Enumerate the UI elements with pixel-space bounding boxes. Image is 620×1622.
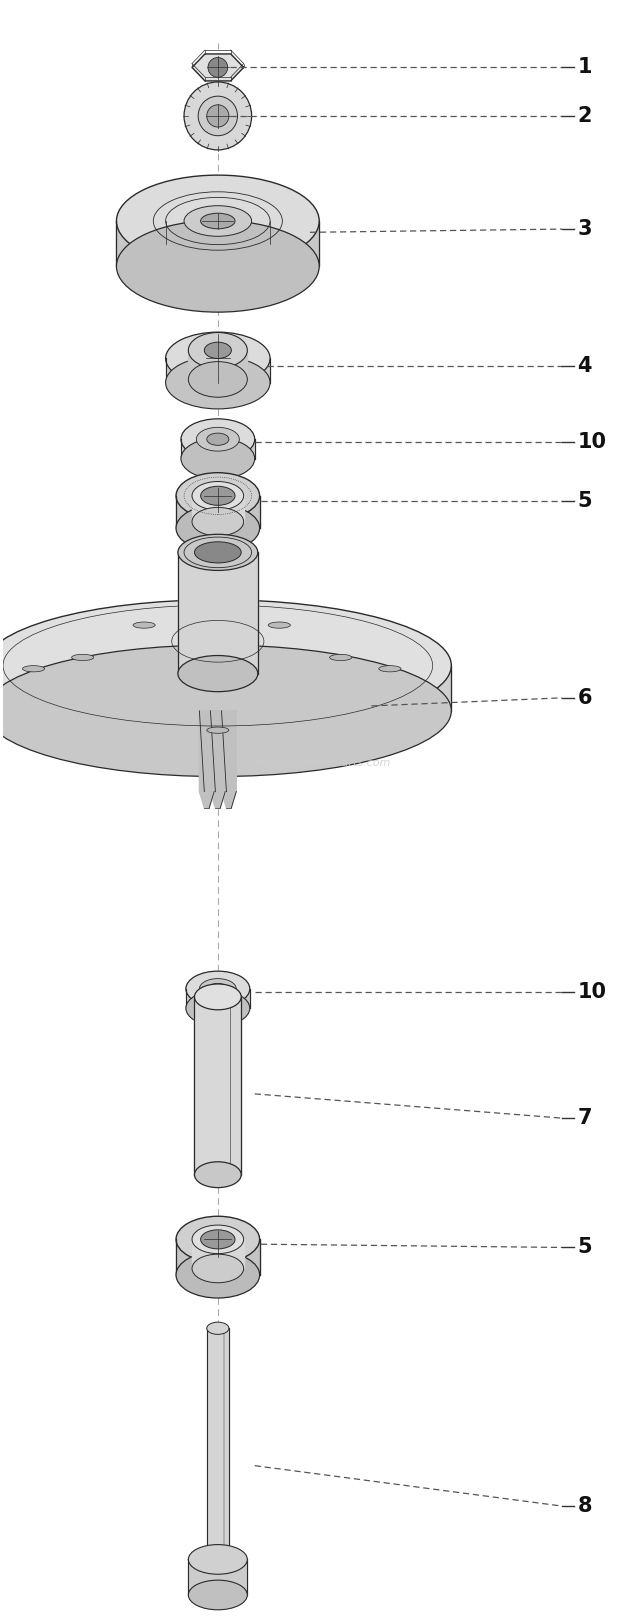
Ellipse shape — [195, 542, 241, 563]
Text: 7: 7 — [577, 1108, 591, 1129]
Polygon shape — [176, 496, 260, 529]
Ellipse shape — [192, 482, 244, 509]
Polygon shape — [176, 1239, 260, 1275]
Ellipse shape — [166, 333, 270, 384]
Polygon shape — [188, 350, 247, 380]
Text: 2: 2 — [577, 105, 591, 127]
Ellipse shape — [201, 212, 235, 229]
Ellipse shape — [0, 600, 451, 732]
Ellipse shape — [71, 654, 94, 660]
Text: 5: 5 — [577, 490, 592, 511]
Ellipse shape — [268, 621, 290, 628]
Ellipse shape — [181, 438, 255, 478]
Ellipse shape — [205, 342, 231, 358]
Ellipse shape — [176, 1252, 260, 1298]
Ellipse shape — [192, 508, 244, 535]
Polygon shape — [200, 710, 214, 808]
Polygon shape — [210, 710, 225, 808]
Ellipse shape — [166, 357, 270, 409]
Polygon shape — [181, 440, 255, 459]
Ellipse shape — [195, 1161, 241, 1187]
Ellipse shape — [186, 972, 250, 1007]
Ellipse shape — [0, 646, 451, 777]
Polygon shape — [221, 710, 236, 808]
Ellipse shape — [184, 83, 252, 149]
Ellipse shape — [188, 1580, 247, 1609]
Ellipse shape — [176, 472, 260, 519]
Text: 10: 10 — [577, 433, 606, 453]
Ellipse shape — [197, 427, 239, 451]
Text: 1: 1 — [577, 57, 591, 78]
Text: 6: 6 — [577, 688, 591, 707]
Ellipse shape — [201, 487, 235, 506]
Polygon shape — [195, 998, 241, 1174]
Polygon shape — [186, 989, 250, 1009]
Ellipse shape — [200, 978, 236, 999]
Polygon shape — [188, 1559, 247, 1594]
Ellipse shape — [117, 221, 319, 311]
Ellipse shape — [192, 1225, 244, 1254]
Text: 10: 10 — [577, 981, 606, 1002]
Polygon shape — [0, 665, 451, 710]
Polygon shape — [178, 553, 258, 673]
Ellipse shape — [207, 433, 229, 446]
Ellipse shape — [178, 534, 258, 571]
Polygon shape — [192, 496, 244, 522]
Ellipse shape — [176, 504, 260, 551]
Ellipse shape — [186, 991, 250, 1025]
Ellipse shape — [133, 621, 155, 628]
Ellipse shape — [207, 727, 229, 733]
Ellipse shape — [188, 362, 247, 397]
Text: 8: 8 — [577, 1495, 591, 1517]
Polygon shape — [117, 221, 319, 266]
Text: eReplacementParts.com: eReplacementParts.com — [254, 757, 391, 767]
Ellipse shape — [188, 333, 247, 368]
Polygon shape — [192, 54, 244, 81]
Ellipse shape — [330, 654, 352, 660]
Ellipse shape — [379, 665, 401, 672]
Text: 4: 4 — [577, 357, 591, 376]
Text: 3: 3 — [577, 219, 591, 238]
Ellipse shape — [188, 1544, 247, 1575]
Polygon shape — [192, 1239, 244, 1268]
Ellipse shape — [181, 418, 255, 459]
Ellipse shape — [117, 175, 319, 268]
Ellipse shape — [176, 1216, 260, 1262]
Ellipse shape — [208, 983, 228, 994]
Ellipse shape — [195, 985, 241, 1011]
Polygon shape — [207, 1328, 229, 1559]
Polygon shape — [166, 358, 270, 383]
Ellipse shape — [201, 1229, 235, 1249]
Ellipse shape — [192, 1254, 244, 1283]
Ellipse shape — [208, 57, 228, 78]
Ellipse shape — [184, 206, 252, 237]
Ellipse shape — [22, 665, 45, 672]
Text: 5: 5 — [577, 1238, 592, 1257]
Ellipse shape — [198, 96, 237, 136]
Ellipse shape — [207, 105, 229, 127]
Ellipse shape — [207, 1322, 229, 1335]
Ellipse shape — [178, 655, 258, 691]
